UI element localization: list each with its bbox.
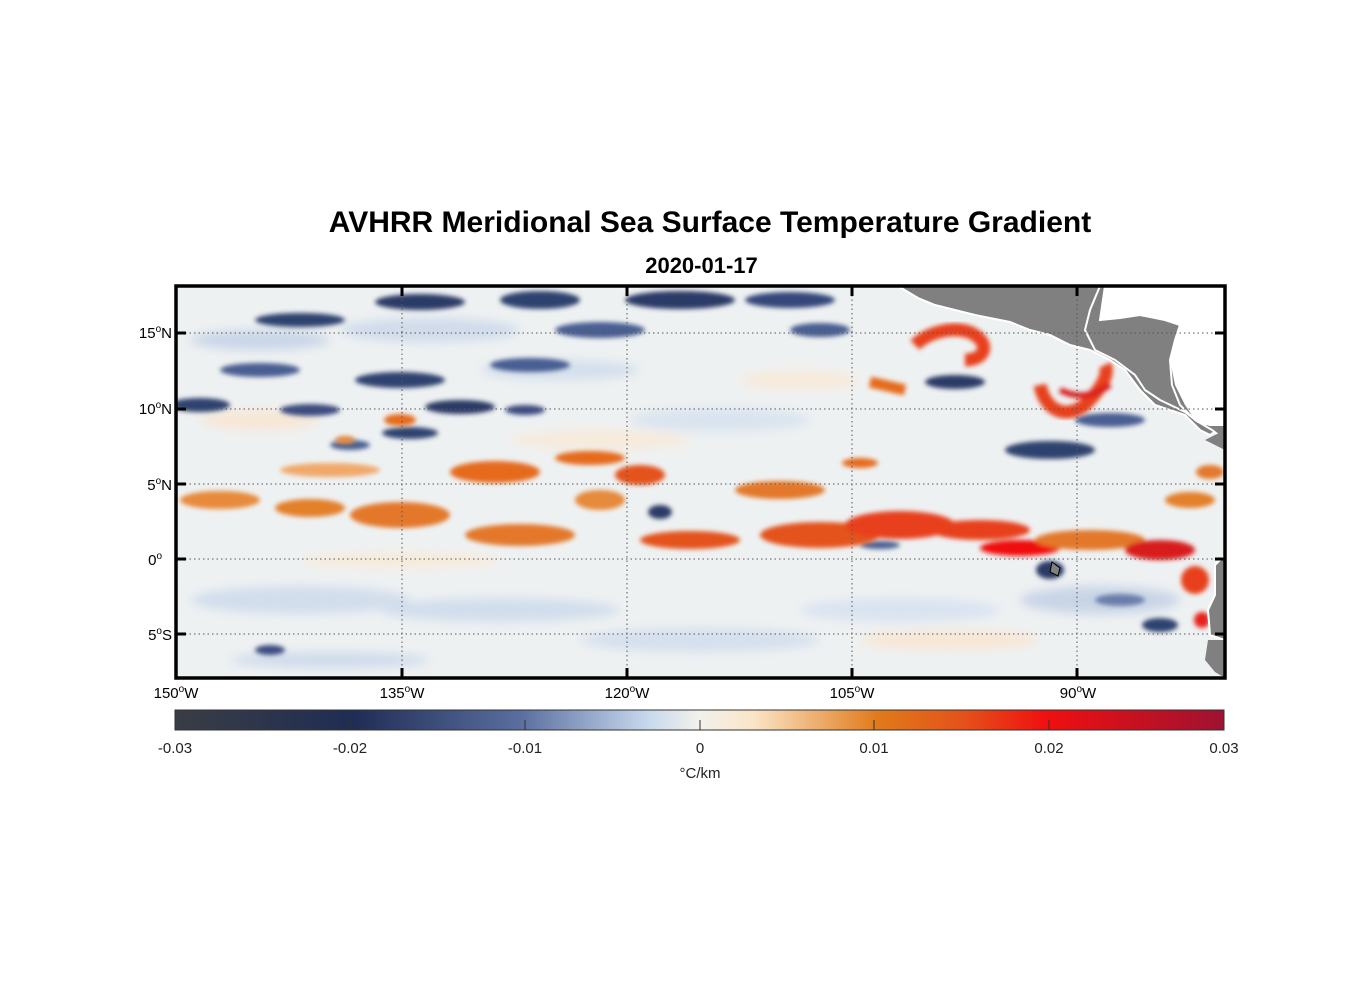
- colorbar-label: 0.01: [859, 740, 889, 757]
- colorbar-label: -0.02: [332, 740, 368, 757]
- lat-label-10n: 10oN: [138, 400, 172, 418]
- map-date: 2020-01-17: [645, 253, 758, 278]
- map-ocean: [176, 286, 1225, 678]
- lat-label-5s: 5oS: [148, 626, 172, 644]
- map-title: AVHRR Meridional Sea Surface Temperature…: [328, 206, 1092, 239]
- colorbar-label: 0.02: [1034, 740, 1064, 757]
- colorbar-label: -0.03: [157, 740, 193, 757]
- colorbar-label: -0.01: [507, 740, 543, 757]
- lon-label-105w: 105oW: [829, 684, 875, 702]
- lat-label-0: 0o: [148, 551, 162, 569]
- colorbar-label: 0.03: [1209, 740, 1239, 757]
- lon-label-90w: 90oW: [1059, 684, 1097, 702]
- graticule: [176, 286, 1225, 678]
- lon-label-120w: 120oW: [604, 684, 650, 702]
- lat-label-5n: 5oN: [147, 476, 172, 494]
- map-ticks: [176, 286, 1225, 678]
- colorbar-unit: °C/km: [679, 765, 721, 782]
- colorbar-ticks: [349, 720, 1050, 730]
- lon-label-135w: 135oW: [379, 684, 425, 702]
- land: [896, 286, 1225, 678]
- lon-label-150w: 150oW: [153, 684, 199, 702]
- gradient-field: [176, 291, 1224, 668]
- colorbar-label: 0: [695, 740, 705, 757]
- lat-label-15n: 15oN: [138, 324, 172, 342]
- map-frame: [174, 284, 1227, 680]
